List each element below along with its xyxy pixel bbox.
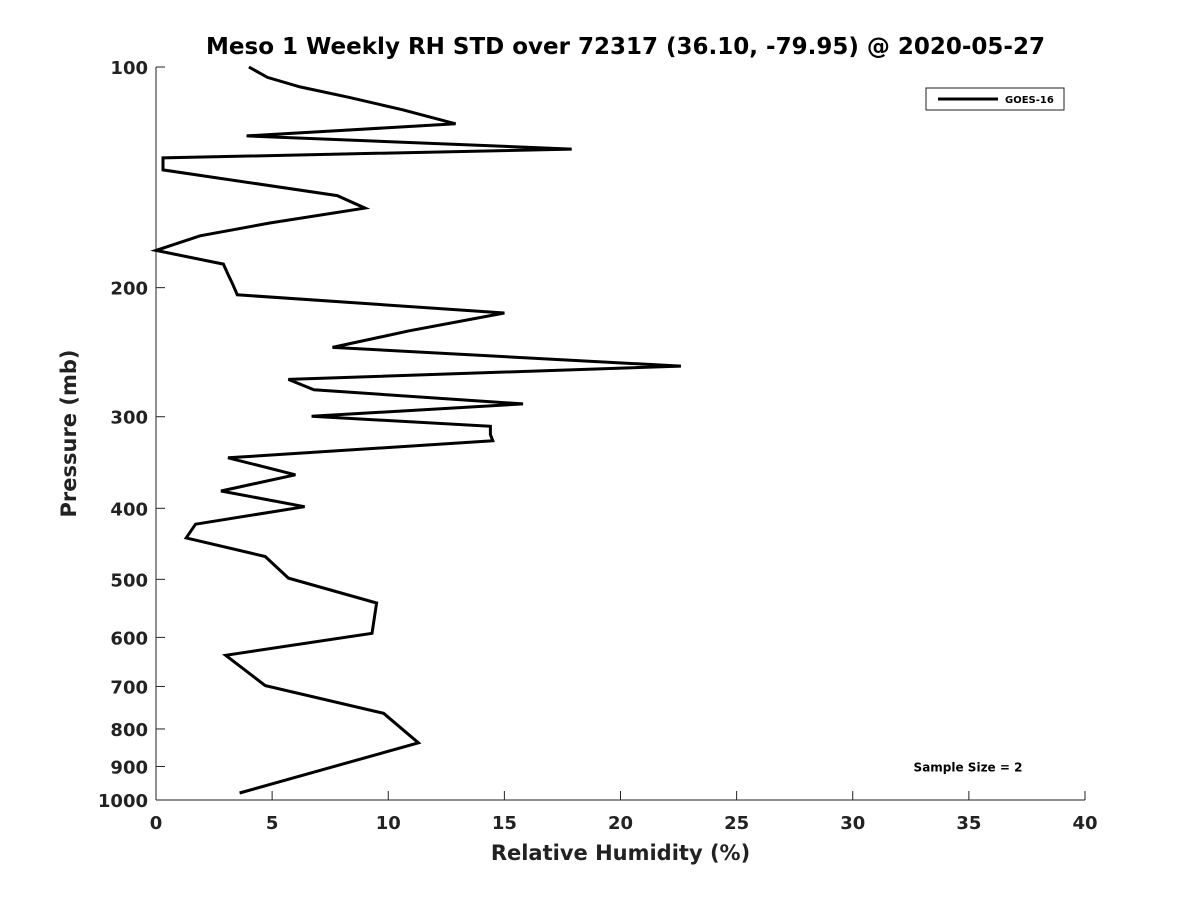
x-tick-label: 15	[492, 813, 517, 834]
x-tick-label: 0	[150, 813, 163, 834]
y-tick-label: 600	[110, 628, 148, 649]
y-tick-label: 900	[110, 757, 148, 778]
y-tick-label: 300	[110, 408, 148, 429]
y-axis-label: Pressure (mb)	[57, 350, 81, 518]
series-line-goes-16	[150, 65, 681, 795]
x-axis-label: Relative Humidity (%)	[491, 841, 750, 865]
sample-size-annotation: Sample Size = 2	[914, 760, 1023, 774]
y-tick-label: 200	[110, 279, 148, 300]
y-tick-label: 500	[110, 570, 148, 591]
x-tick-label: 20	[608, 813, 633, 834]
x-tick-label: 10	[376, 813, 401, 834]
x-tick-label: 30	[840, 813, 865, 834]
x-tick-label: 25	[724, 813, 749, 834]
legend-label: GOES-16	[1005, 95, 1054, 106]
y-tick-label: 1000	[98, 791, 148, 812]
chart-title: Meso 1 Weekly RH STD over 72317 (36.10, …	[206, 34, 1045, 60]
x-tick-label: 40	[1072, 813, 1097, 834]
y-tick-label: 800	[110, 720, 148, 741]
y-tick-label: 100	[110, 58, 148, 79]
x-tick-label: 35	[956, 813, 981, 834]
y-tick-label: 700	[110, 677, 148, 698]
y-tick-label: 400	[110, 499, 148, 520]
x-tick-label: 5	[266, 813, 279, 834]
